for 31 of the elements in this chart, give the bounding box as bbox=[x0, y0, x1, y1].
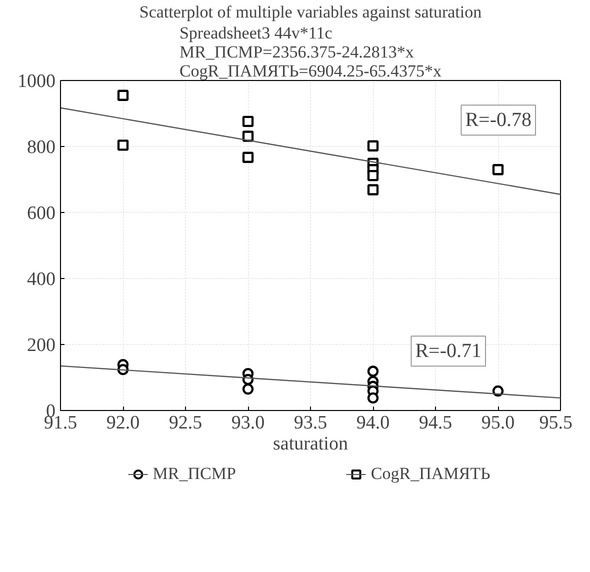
x-tick-label: 94.5 bbox=[418, 412, 452, 434]
y-tick-label: 600 bbox=[27, 203, 56, 224]
point bbox=[117, 140, 129, 151]
point bbox=[367, 140, 379, 152]
legend-label: MR_ПСМР bbox=[152, 464, 236, 484]
point bbox=[367, 184, 379, 196]
point bbox=[242, 152, 254, 163]
x-tick-label: 95.5 bbox=[539, 412, 572, 434]
x-tick-label: 92.5 bbox=[168, 412, 202, 434]
x-tick-label: 93.5 bbox=[294, 412, 328, 434]
chart-subtitle: Spreadsheet3 44v*11c MR_ПСМР=2356.375-24.2813*x CogR_ПАМЯТЬ=6904.25-65.4375*x bbox=[179, 24, 442, 80]
y-tick-label: 800 bbox=[27, 137, 56, 158]
annotation: R=-0.71 bbox=[415, 340, 482, 362]
point bbox=[492, 164, 504, 176]
x-tick-label: 95.0 bbox=[481, 412, 515, 434]
point bbox=[367, 392, 379, 404]
point bbox=[242, 383, 254, 395]
annotation: R=-0.78 bbox=[465, 109, 532, 132]
x-tick-label: 93.0 bbox=[231, 412, 265, 434]
point bbox=[367, 170, 379, 182]
x-tick-label: 94.0 bbox=[356, 412, 390, 434]
chart-title: Scatterplot of multiple variables against saturation bbox=[139, 2, 482, 22]
x-tick-label: 92.0 bbox=[106, 412, 140, 434]
x-axis-title: saturation bbox=[273, 434, 348, 454]
point bbox=[242, 116, 254, 128]
y-tick-label: 400 bbox=[27, 269, 56, 290]
point bbox=[117, 90, 129, 101]
y-tick-label: 200 bbox=[27, 335, 56, 356]
point bbox=[367, 366, 379, 377]
legend-label: CogR_ПАМЯТЬ bbox=[370, 464, 490, 484]
y-tick-label: 1000 bbox=[18, 71, 56, 92]
